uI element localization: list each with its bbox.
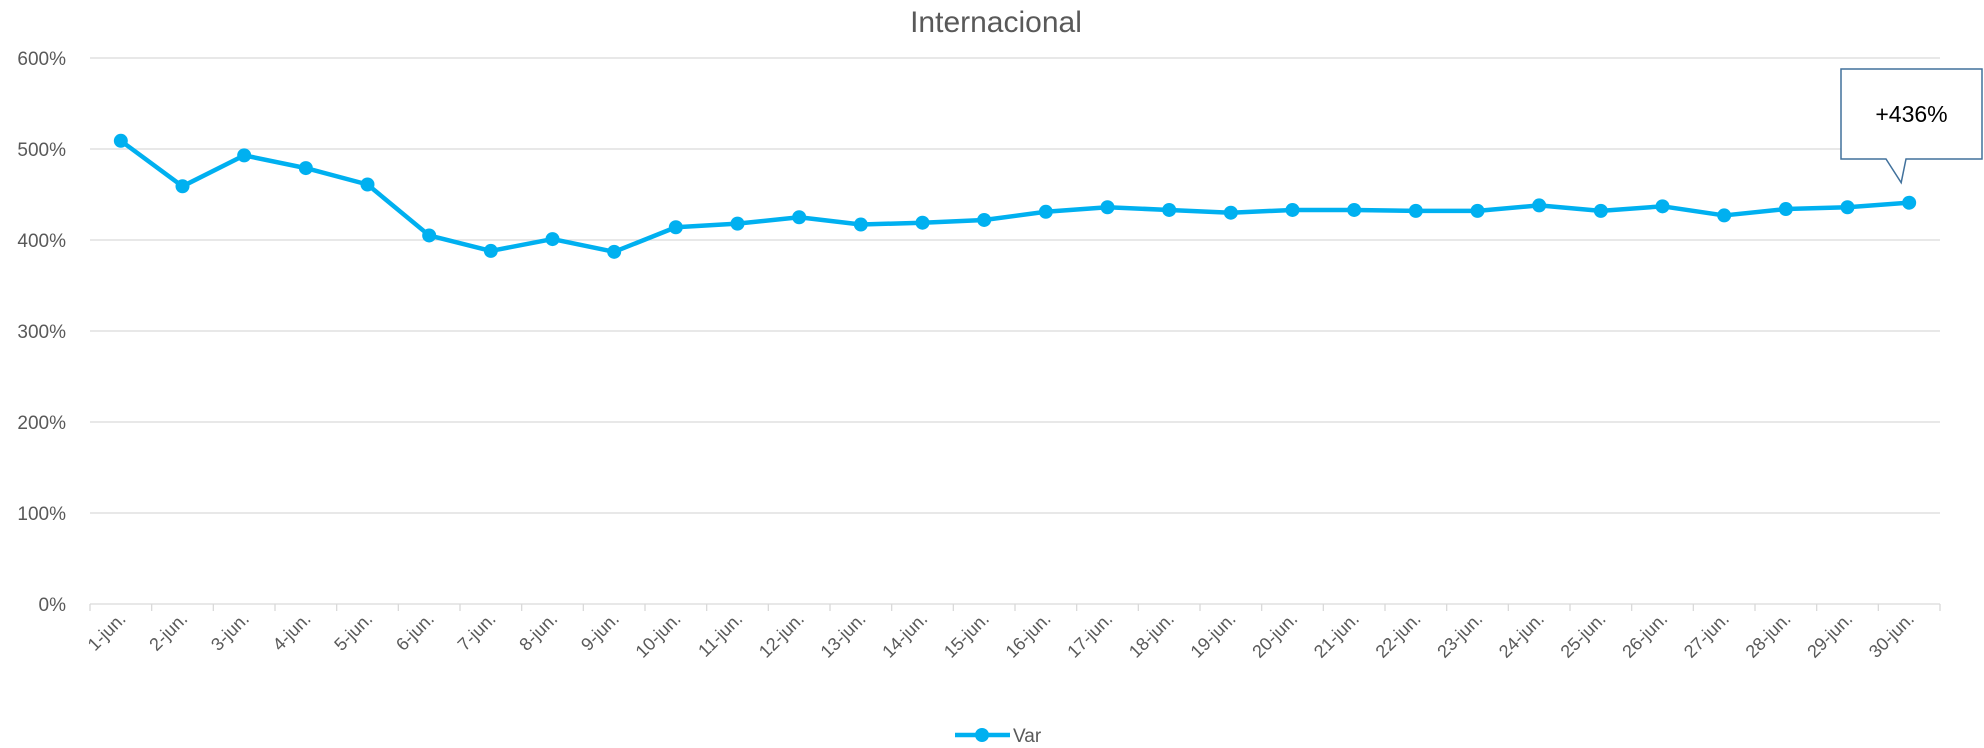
x-tick-label: 25-jun. — [1557, 609, 1610, 662]
x-tick-label: 17-jun. — [1063, 609, 1116, 662]
data-point — [1779, 202, 1793, 216]
y-tick-label: 200% — [17, 413, 66, 434]
x-tick-label: 14-jun. — [878, 609, 931, 662]
data-point — [1286, 203, 1300, 217]
data-point — [1594, 204, 1608, 218]
chart-title: Internacional — [910, 6, 1082, 39]
x-tick-label: 30-jun. — [1865, 609, 1918, 662]
x-tick-label: 13-jun. — [817, 609, 870, 662]
x-tick-label: 21-jun. — [1310, 609, 1363, 662]
legend-swatch-marker — [975, 728, 989, 742]
data-point — [237, 148, 251, 162]
x-tick-label: 3-jun. — [207, 609, 253, 655]
x-tick-label: 7-jun. — [454, 609, 500, 655]
data-point — [1902, 196, 1916, 210]
x-tick-label: 18-jun. — [1125, 609, 1178, 662]
y-axis-ticks: 0% 100% 200% 300% 400% 500% 600% — [17, 49, 66, 616]
legend: Var — [955, 726, 1042, 747]
data-point — [1409, 204, 1423, 218]
data-point — [854, 218, 868, 232]
y-tick-label: 0% — [39, 595, 67, 616]
data-point — [299, 161, 313, 175]
data-point — [1717, 208, 1731, 222]
x-tick-label: 16-jun. — [1002, 609, 1055, 662]
x-tick-label: 29-jun. — [1803, 609, 1856, 662]
legend-label: Var — [1013, 726, 1042, 747]
x-tick-label: 12-jun. — [755, 609, 808, 662]
data-point — [1841, 200, 1855, 214]
x-tick-label: 23-jun. — [1433, 609, 1486, 662]
data-point — [361, 177, 375, 191]
x-tick-label: 10-jun. — [632, 609, 685, 662]
y-tick-label: 100% — [17, 504, 66, 525]
data-point — [731, 217, 745, 231]
data-point — [1101, 200, 1115, 214]
x-tick-label: 26-jun. — [1618, 609, 1671, 662]
x-tick-label: 6-jun. — [392, 609, 438, 655]
x-tick-label: 8-jun. — [515, 609, 561, 655]
data-point — [484, 244, 498, 258]
x-tick-label: 22-jun. — [1372, 609, 1425, 662]
gridlines — [90, 58, 1940, 513]
data-point — [916, 216, 930, 230]
series-line — [121, 141, 1909, 252]
y-tick-label: 300% — [17, 322, 66, 343]
x-tick-label: 11-jun. — [694, 609, 746, 661]
data-point — [1039, 205, 1053, 219]
x-tick-label: 24-jun. — [1495, 609, 1548, 662]
data-point — [977, 213, 991, 227]
data-point — [422, 228, 436, 242]
data-point — [1532, 198, 1546, 212]
data-point — [792, 210, 806, 224]
data-point — [1471, 204, 1485, 218]
y-tick-label: 500% — [17, 140, 66, 161]
y-tick-label: 600% — [17, 49, 66, 70]
x-tick-label: 4-jun. — [269, 609, 315, 655]
x-tick-label: 27-jun. — [1680, 609, 1733, 662]
x-tick-label: 19-jun. — [1187, 609, 1240, 662]
data-point — [1656, 199, 1670, 213]
data-point — [1162, 203, 1176, 217]
data-point — [114, 134, 128, 148]
x-tick-label: 1-jun. — [84, 609, 130, 655]
x-axis: 1-jun. 2-jun. 3-jun. 4-jun. 5-jun. 6-jun. 7-ju… — [84, 604, 1940, 662]
x-tick-label: 20-jun. — [1248, 609, 1301, 662]
data-point — [669, 220, 683, 234]
data-point — [607, 245, 621, 259]
data-point — [176, 179, 190, 193]
x-tick-label: 9-jun. — [577, 609, 623, 655]
x-tick-label: 15-jun. — [940, 609, 993, 662]
callout-annotation: +436% — [1841, 69, 1982, 183]
x-tick-label: 28-jun. — [1742, 609, 1795, 662]
callout-label: +436% — [1875, 101, 1947, 127]
x-tick-label: 5-jun. — [330, 609, 376, 655]
data-point — [1224, 206, 1238, 220]
data-point — [1347, 203, 1361, 217]
y-tick-label: 400% — [17, 231, 66, 252]
data-point — [546, 232, 560, 246]
x-tick-label: 2-jun. — [145, 609, 191, 655]
